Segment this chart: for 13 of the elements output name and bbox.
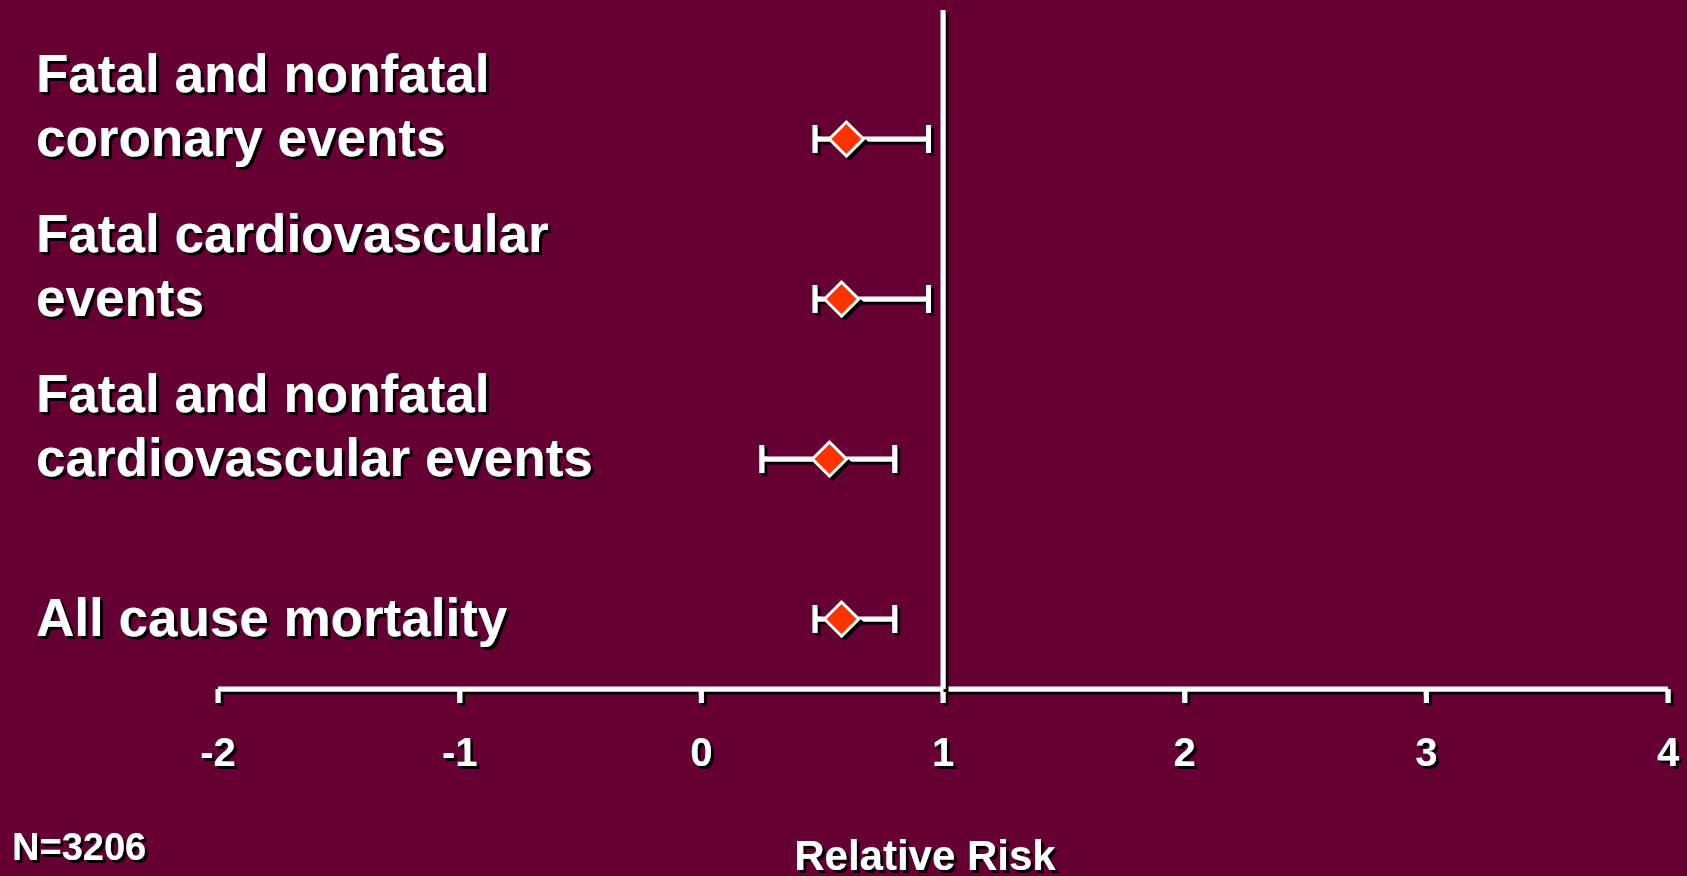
- x-axis-title: Relative Risk: [794, 832, 1057, 876]
- y-tick-label: Fatal and nonfatal cardiovascular events: [36, 364, 593, 487]
- y-tick-label: Fatal and nonfatal coronary events: [36, 44, 490, 167]
- x-tick-label: -1: [441, 730, 478, 774]
- text: N=3206: [12, 826, 147, 868]
- x-tick-label: 4: [1656, 730, 1680, 774]
- x-tick-label: 0: [690, 730, 713, 774]
- y-tick-label: Fatal cardiovascular events: [36, 204, 549, 327]
- x-tick-label: 2: [1173, 730, 1196, 774]
- x-tick-label: 1: [931, 730, 955, 774]
- x-tick-label: -2: [200, 730, 236, 774]
- y-tick-label: All cause mortality: [36, 588, 508, 647]
- x-tick-label: 3: [1415, 730, 1438, 774]
